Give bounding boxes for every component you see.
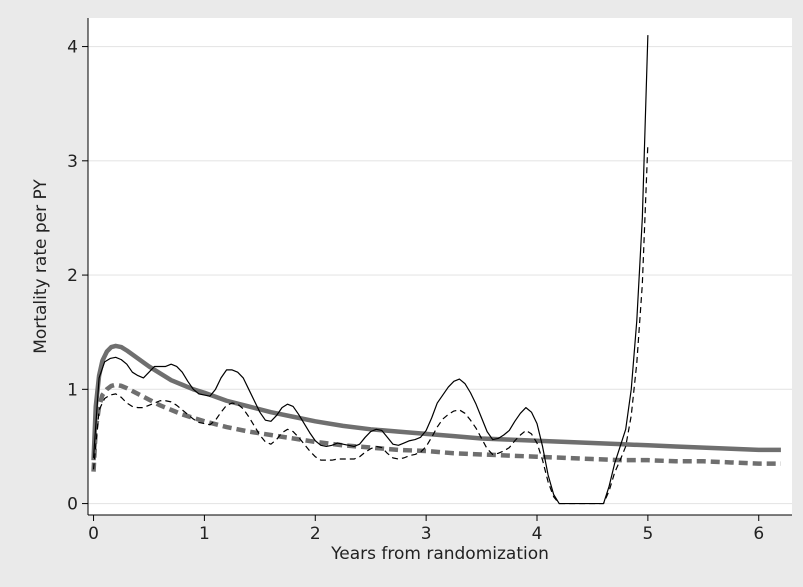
y-tick-label: 3 [67,152,78,172]
axes: 0 1 2 3 4 0 1 2 3 4 5 6 [67,18,792,544]
y-tick-label: 1 [67,380,78,400]
x-tick-label: 6 [753,524,764,544]
y-tick-label: 0 [67,495,78,515]
x-axis-title: Years from randomization [330,544,549,564]
series-line-solid-thick [91,343,781,461]
x-tick-label: 4 [532,524,543,544]
x-tick-label: 1 [199,524,210,544]
x-tick-label: 3 [421,524,432,544]
series-line-solid-thin [92,35,649,505]
gridlines [88,45,792,505]
y-tick-label: 2 [67,266,78,286]
x-tick-label: 2 [310,524,321,544]
x-tick-label: 0 [88,524,99,544]
x-tick-label: 5 [642,524,653,544]
y-axis-title: Mortality rate per PY [31,179,51,354]
series-line-dashed-thin [92,143,649,505]
plot-area [88,18,792,515]
y-tick-label: 4 [67,38,78,58]
series-group [91,35,781,505]
